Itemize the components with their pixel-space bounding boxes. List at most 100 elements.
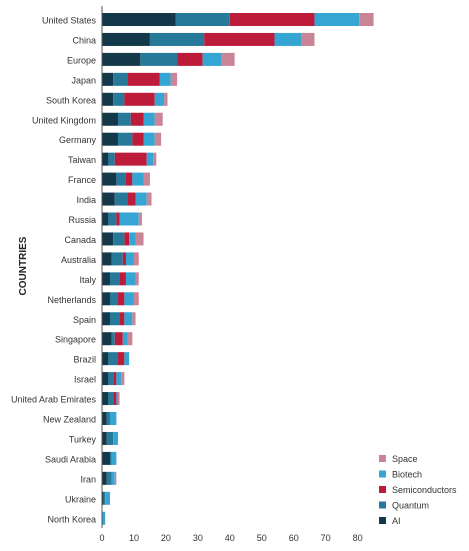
- x-tick-label: 80: [353, 533, 363, 543]
- category-label: North Korea: [47, 514, 96, 524]
- bar-segment: [111, 332, 115, 346]
- x-tick-label: 70: [321, 533, 331, 543]
- category-label: Taiwan: [68, 155, 96, 165]
- bar-segment: [140, 52, 178, 66]
- bar-segment: [109, 292, 118, 306]
- bar-segment: [132, 312, 136, 326]
- bar-segment: [102, 471, 107, 485]
- bar-segment: [146, 152, 154, 166]
- category-label: United Kingdom: [32, 115, 96, 125]
- y-axis-title: COUNTRIES: [18, 236, 29, 295]
- bar-segment: [102, 13, 176, 26]
- bar-segment: [177, 52, 203, 66]
- bar-segment: [116, 392, 118, 406]
- bar-segment: [102, 272, 110, 286]
- category-label: South Korea: [46, 95, 96, 105]
- legend-label: Space: [392, 454, 418, 464]
- legend-label: AI: [392, 516, 401, 526]
- bar-segment: [119, 212, 139, 226]
- bar-segment: [102, 92, 114, 106]
- category-label: New Zealand: [43, 415, 96, 425]
- bar-segment: [117, 292, 125, 306]
- bar-segment: [106, 412, 110, 425]
- bar-segment: [102, 292, 110, 306]
- bar-segment: [102, 312, 110, 326]
- category-label: Singapore: [55, 335, 96, 345]
- category-label: Spain: [73, 315, 96, 325]
- bar-segment: [102, 431, 107, 445]
- bar-segment: [114, 332, 123, 346]
- bar-segment: [124, 232, 130, 246]
- category-label: Germany: [59, 135, 97, 145]
- bar-segment: [109, 272, 120, 286]
- bar-segment: [102, 252, 112, 266]
- bar-segment: [124, 292, 134, 306]
- bar-segment: [102, 511, 106, 525]
- legend-swatch: [379, 486, 386, 493]
- bar-segment: [117, 392, 120, 406]
- bar-segment: [108, 352, 118, 366]
- bar-segment: [135, 232, 144, 246]
- bar-segment: [102, 372, 109, 386]
- legend-swatch: [379, 470, 386, 478]
- bar-segment: [221, 52, 235, 66]
- category-label: Saudi Arabia: [45, 454, 96, 464]
- bar-segment: [113, 431, 118, 445]
- bar-segment: [119, 312, 125, 326]
- bar-segment: [143, 172, 150, 186]
- bar-segment: [153, 152, 157, 166]
- category-label: United States: [42, 16, 97, 26]
- bar-segment: [127, 192, 136, 206]
- x-tick-label: 0: [99, 533, 104, 543]
- bar-segment: [154, 132, 162, 146]
- category-label: Japan: [71, 75, 96, 85]
- x-tick-label: 50: [257, 533, 267, 543]
- bar-segment: [105, 491, 110, 505]
- bar-segment: [143, 132, 155, 146]
- bar-segment: [117, 352, 125, 366]
- bar-segment: [102, 132, 118, 146]
- bar-segment: [138, 212, 142, 226]
- bar-segment: [108, 392, 114, 406]
- bar-segment: [102, 392, 109, 406]
- bar-segment: [116, 372, 122, 386]
- bar-segment: [314, 13, 360, 26]
- category-label: Australia: [61, 255, 96, 265]
- bar-segment: [109, 412, 117, 425]
- category-label: Russia: [68, 215, 96, 225]
- category-label: Turkey: [69, 434, 97, 444]
- x-tick-label: 20: [161, 533, 171, 543]
- bar-segment: [170, 72, 178, 86]
- bar-segment: [125, 172, 133, 186]
- bar-segment: [127, 72, 160, 86]
- bar-segment: [121, 372, 125, 386]
- category-label: Italy: [79, 275, 96, 285]
- bar-segment: [125, 252, 134, 266]
- category-label: Israel: [74, 375, 96, 385]
- bar-segment: [146, 192, 152, 206]
- category-label: India: [76, 195, 96, 205]
- category-label: France: [68, 175, 96, 185]
- bar-segment: [114, 471, 117, 485]
- bar-segment: [124, 92, 155, 106]
- bar-segment: [130, 112, 144, 126]
- bar-segment: [102, 212, 109, 226]
- bar-segment: [301, 32, 315, 46]
- bar-segment: [102, 172, 117, 186]
- category-label: Iran: [80, 474, 96, 484]
- bar-segment: [102, 332, 112, 346]
- bar-segment: [116, 172, 126, 186]
- bar-segment: [102, 352, 109, 366]
- legend-swatch: [379, 517, 386, 524]
- bar-segment: [204, 32, 275, 46]
- bar-segment: [109, 451, 112, 465]
- bar-segment: [229, 13, 315, 26]
- bar-segment: [111, 252, 123, 266]
- x-tick-label: 60: [289, 533, 299, 543]
- bar-segment: [133, 252, 139, 266]
- bar-segment: [113, 392, 117, 406]
- bar-segment: [159, 72, 171, 86]
- bar-segment: [113, 72, 128, 86]
